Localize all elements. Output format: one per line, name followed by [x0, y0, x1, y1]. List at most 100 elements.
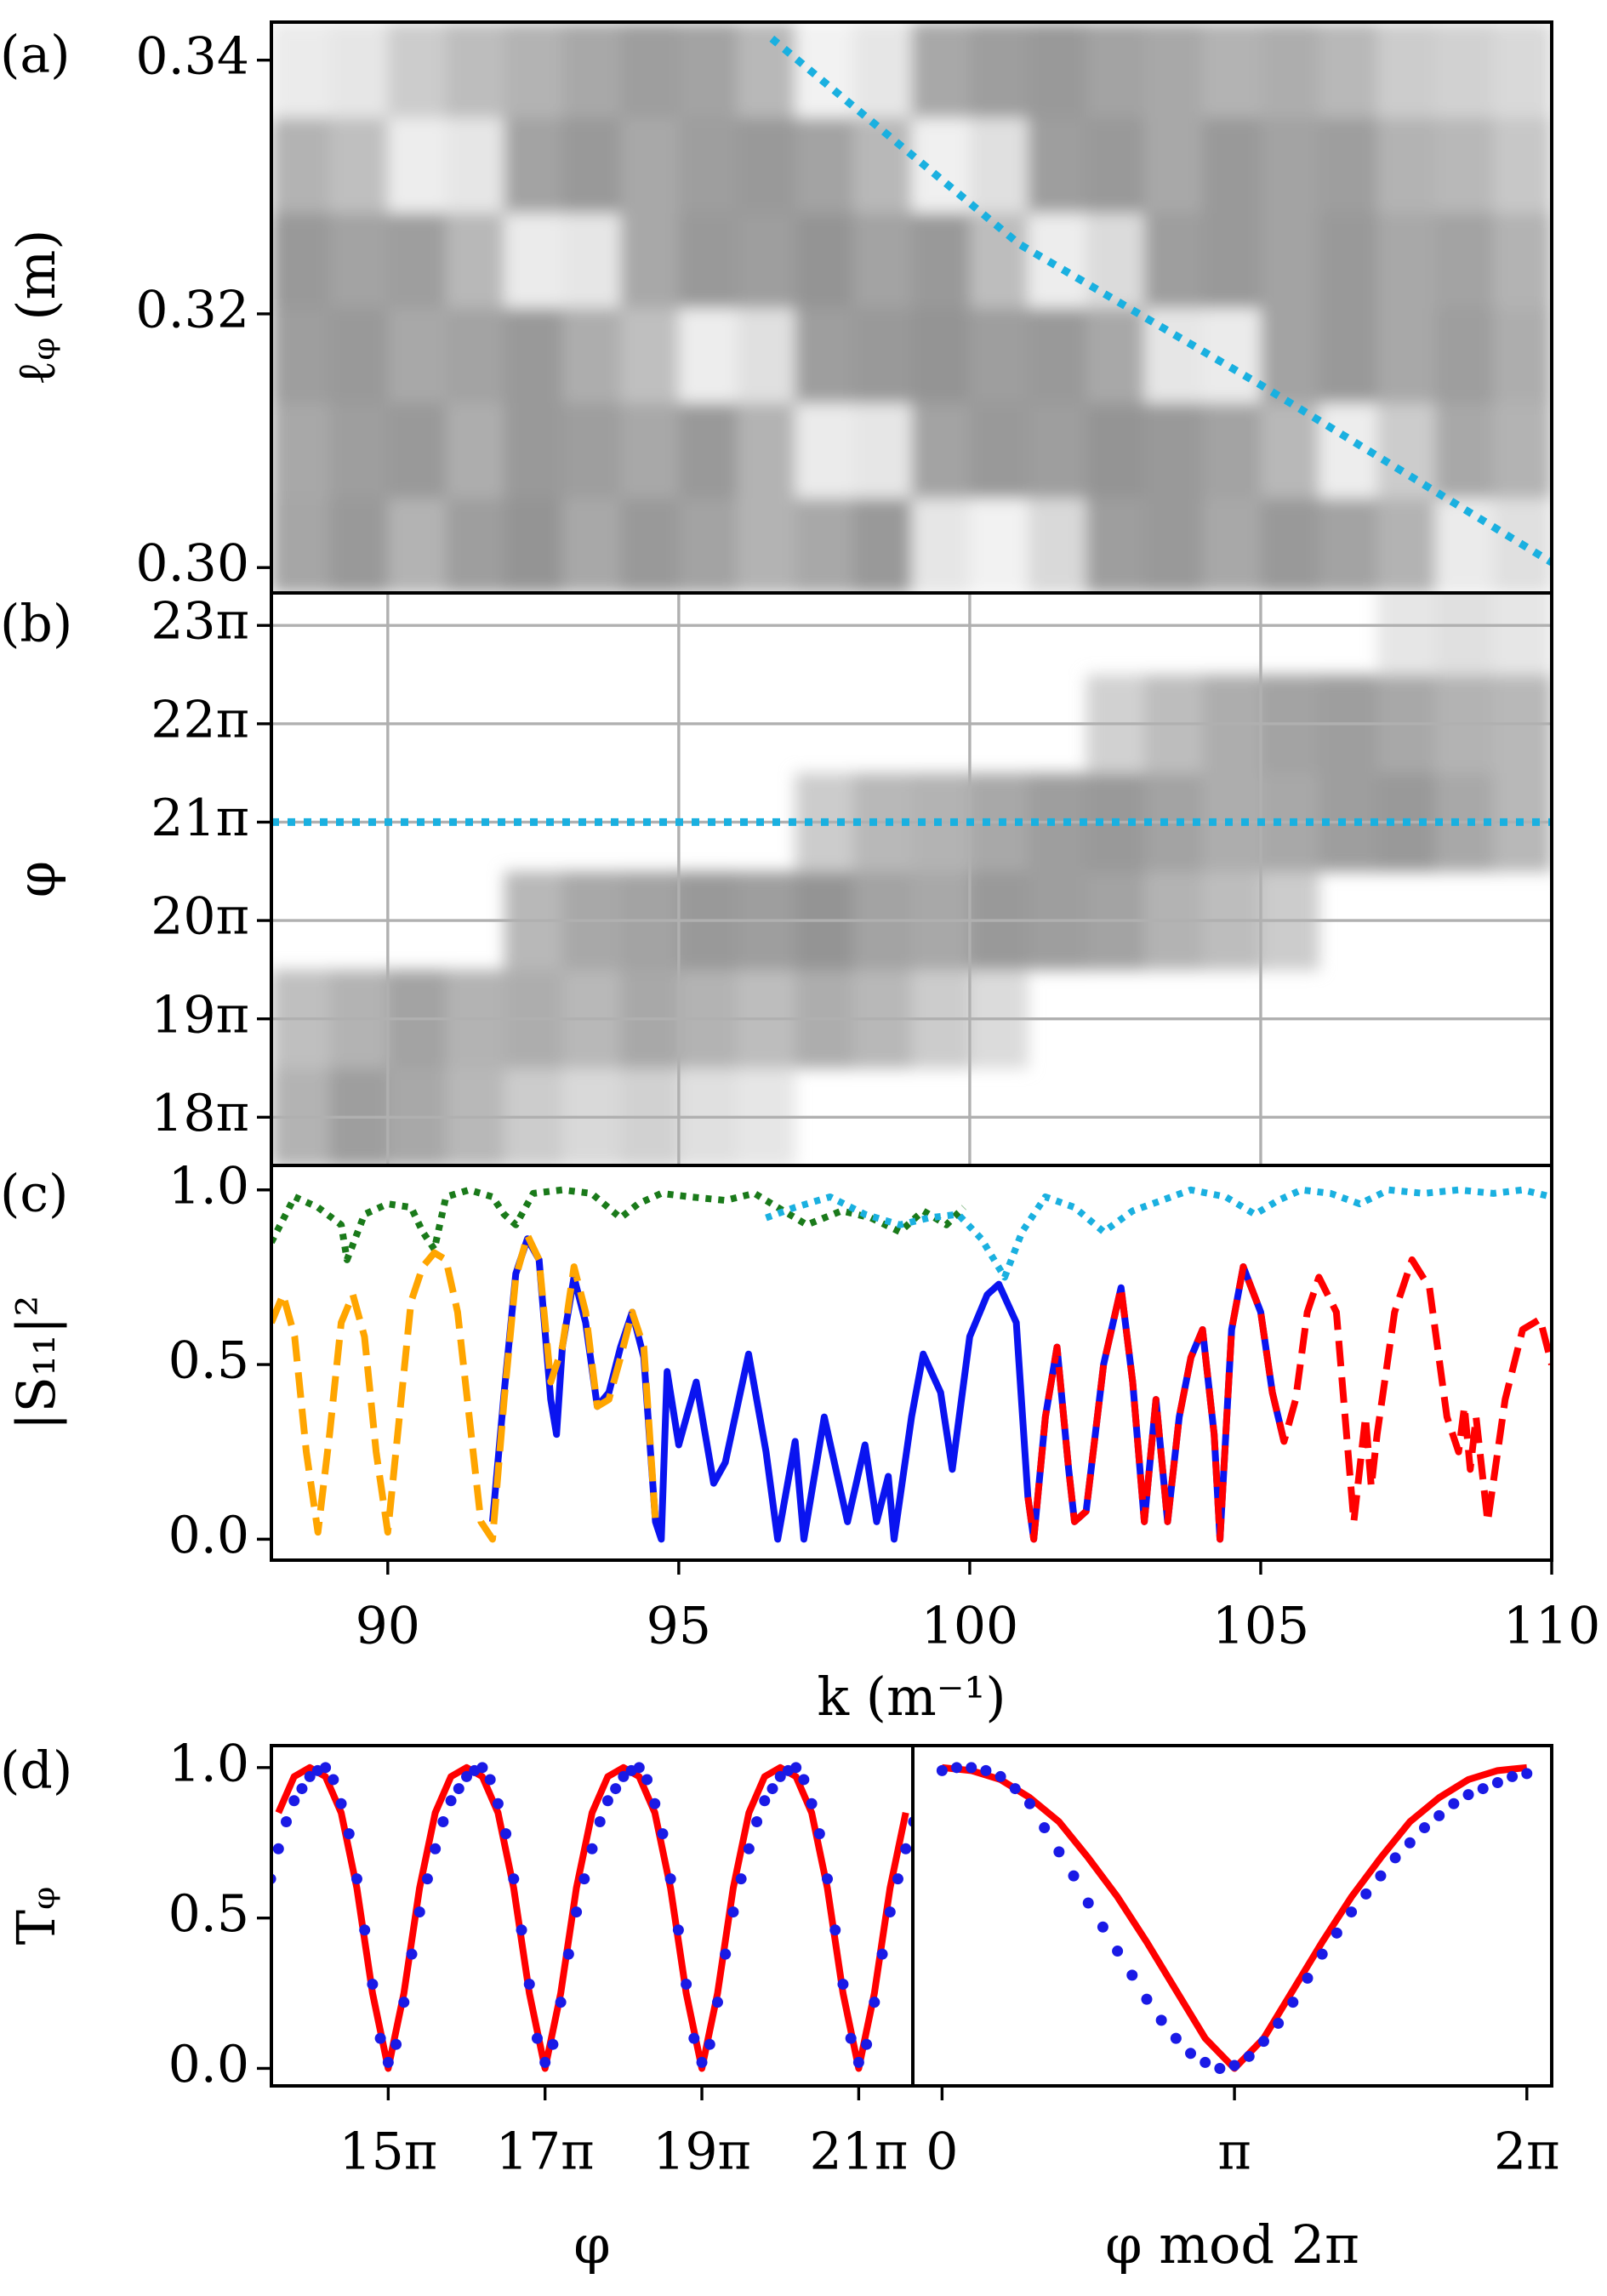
data-point [453, 1783, 464, 1795]
data-point [413, 1906, 425, 1918]
data-point [539, 2056, 551, 2068]
x-tick-label: 100 [921, 1597, 1019, 1656]
data-point [430, 1843, 442, 1854]
data-point [437, 1815, 449, 1827]
heatmap-cell [387, 117, 447, 214]
heatmap-cell [1319, 307, 1378, 403]
heatmap-cell [1260, 307, 1319, 403]
data-point [1097, 1921, 1108, 1933]
data-point [586, 1843, 598, 1854]
heatmap-cell [853, 498, 913, 593]
heatmap-cell [1202, 22, 1262, 118]
data-point [359, 1924, 371, 1936]
data-point [1112, 1946, 1124, 1957]
heatmap-cell [504, 117, 563, 214]
heatmap-cell [1260, 212, 1319, 309]
data-point [508, 1873, 520, 1885]
heatmap-cell [1144, 22, 1204, 118]
heatmap-cell [1086, 22, 1145, 118]
data-point [1039, 1822, 1051, 1834]
plot-area [936, 1762, 1533, 2074]
heatmap-cell [1319, 212, 1378, 309]
x-tick-label: 17π [496, 2122, 595, 2182]
heatmap-cell [969, 22, 1029, 118]
heatmap-cell [504, 22, 563, 118]
axes-frame [270, 1744, 915, 2088]
data-point [766, 1783, 778, 1795]
heatmap-cell [737, 498, 796, 593]
y-tick-label: 18π [151, 1084, 249, 1143]
heatmap-cell [1435, 307, 1495, 403]
heatmap-cell [1144, 498, 1204, 593]
x-tick-label: 90 [356, 1597, 420, 1656]
data-point [382, 2056, 394, 2068]
heatmap-cell [1319, 22, 1378, 118]
heatmap-cell [504, 402, 563, 499]
heatmap-cell [1202, 402, 1262, 499]
data-point [759, 1795, 771, 1807]
data-point [688, 2032, 700, 2044]
heatmap-cell [1086, 498, 1145, 593]
data-point [281, 1815, 293, 1827]
data-point [1491, 1777, 1503, 1789]
data-point [980, 1764, 992, 1776]
data-point [1023, 1797, 1035, 1809]
heatmap-cell [1202, 117, 1262, 214]
data-point [704, 2038, 715, 2050]
data-point [531, 2032, 543, 2044]
heatmap-cell [1435, 593, 1495, 675]
heatmap-cell [1319, 117, 1378, 214]
data-point [1214, 2062, 1226, 2074]
heatmap-cell [271, 212, 331, 309]
heatmap-cell [795, 498, 854, 593]
x-tick-label: 105 [1212, 1597, 1310, 1656]
data-point [296, 1783, 308, 1795]
data-point [1477, 1783, 1489, 1795]
data-point [790, 1762, 802, 1774]
data-point [367, 1978, 379, 1990]
x-axis-label: φ [573, 2213, 610, 2276]
heatmap-cell [329, 22, 389, 118]
y-tick-label: 21π [151, 789, 249, 848]
y-tick-label: 0.34 [135, 26, 249, 86]
data-point [837, 1978, 849, 1990]
data-point [649, 1797, 661, 1809]
data-point [861, 2038, 873, 2050]
data-point [751, 1815, 763, 1827]
y-tick-label: 0.30 [135, 534, 249, 594]
data-point [1243, 2050, 1255, 2062]
data-point [406, 1948, 418, 1960]
data-point [547, 2038, 559, 2050]
heatmap-cell [1376, 212, 1436, 309]
heatmap-cell [1144, 212, 1204, 309]
heatmap-cell [1260, 402, 1319, 499]
data-point [664, 1873, 676, 1885]
data-line [275, 1763, 909, 2072]
data-point [1273, 2017, 1285, 2029]
data-point [390, 2038, 402, 2050]
heatmap-cell [446, 212, 505, 309]
data-point [966, 1762, 977, 1774]
heatmap-cell [1260, 22, 1319, 118]
x-axis-label: k (m⁻¹) [817, 1666, 1006, 1728]
data-point [1082, 1897, 1094, 1909]
data-point [320, 1762, 332, 1774]
heatmap-cell [1493, 307, 1552, 403]
panel-label: (c) [0, 1165, 68, 1224]
axes-frame [270, 1164, 1553, 1562]
data-point [936, 1764, 948, 1776]
data-point [1462, 1789, 1474, 1801]
heatmap-cell [1376, 498, 1436, 593]
heatmap-cell [911, 402, 971, 499]
data-point [343, 1828, 355, 1840]
heatmap-cell [911, 307, 971, 403]
data-point [1331, 1927, 1342, 1939]
data-point [743, 1843, 755, 1854]
heatmap-cell [271, 117, 331, 214]
heatmap-cell [737, 402, 796, 499]
data-point [601, 1795, 613, 1807]
data-point [1053, 1846, 1065, 1858]
data-point [900, 1843, 912, 1854]
data-point [1360, 1888, 1372, 1900]
